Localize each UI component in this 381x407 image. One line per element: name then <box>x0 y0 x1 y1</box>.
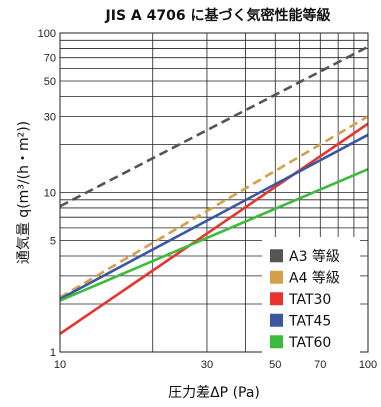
plot-frame <box>59 32 369 353</box>
series-line-tat45 <box>59 133 369 301</box>
x-tick-label: 10 <box>54 359 66 371</box>
tick-labels: 10 30 50 70 100 1 5 10 30 50 70 100 <box>38 28 378 371</box>
y-axis-label: 通気量 q(m³/(h・m²)) <box>16 121 32 264</box>
series-line-tat60 <box>59 167 369 302</box>
series-lines <box>59 45 369 335</box>
series-line-a3-等級 <box>59 45 369 208</box>
series-line-a4-等級 <box>59 115 369 299</box>
x-tick-label: 50 <box>269 359 281 371</box>
legend: A3 等級 A4 等級 TAT30 TAT45 TAT60 <box>262 237 360 355</box>
y-tick-label: 70 <box>44 53 56 65</box>
x-tick-label: 100 <box>359 359 377 371</box>
x-axis-label: 圧力差ΔP (Pa) <box>168 385 260 401</box>
series-line-tat30 <box>59 122 369 335</box>
x-tick-label: 30 <box>201 359 213 371</box>
y-tick-label: 10 <box>44 188 56 200</box>
y-tick-label: 1 <box>50 347 56 359</box>
y-tick-label: 100 <box>38 28 56 40</box>
x-tick-label: 70 <box>314 359 326 371</box>
y-tick-label: 5 <box>50 236 56 248</box>
chart-title: JIS A 4706 に基づく気密性能等級 <box>105 7 331 24</box>
legend-label: TAT30 <box>288 292 331 308</box>
legend-label: TAT45 <box>288 313 331 329</box>
y-tick-label: 30 <box>44 111 56 123</box>
legend-label: TAT60 <box>288 335 331 351</box>
legend-swatch <box>270 313 283 327</box>
legend-label: A3 等級 <box>289 248 340 265</box>
legend-swatch <box>270 249 283 263</box>
legend-swatch <box>270 292 283 306</box>
y-tick-label: 50 <box>44 76 56 88</box>
legend-swatch <box>270 335 283 349</box>
legend-label: A4 等級 <box>289 269 340 286</box>
legend-swatch <box>270 270 283 284</box>
